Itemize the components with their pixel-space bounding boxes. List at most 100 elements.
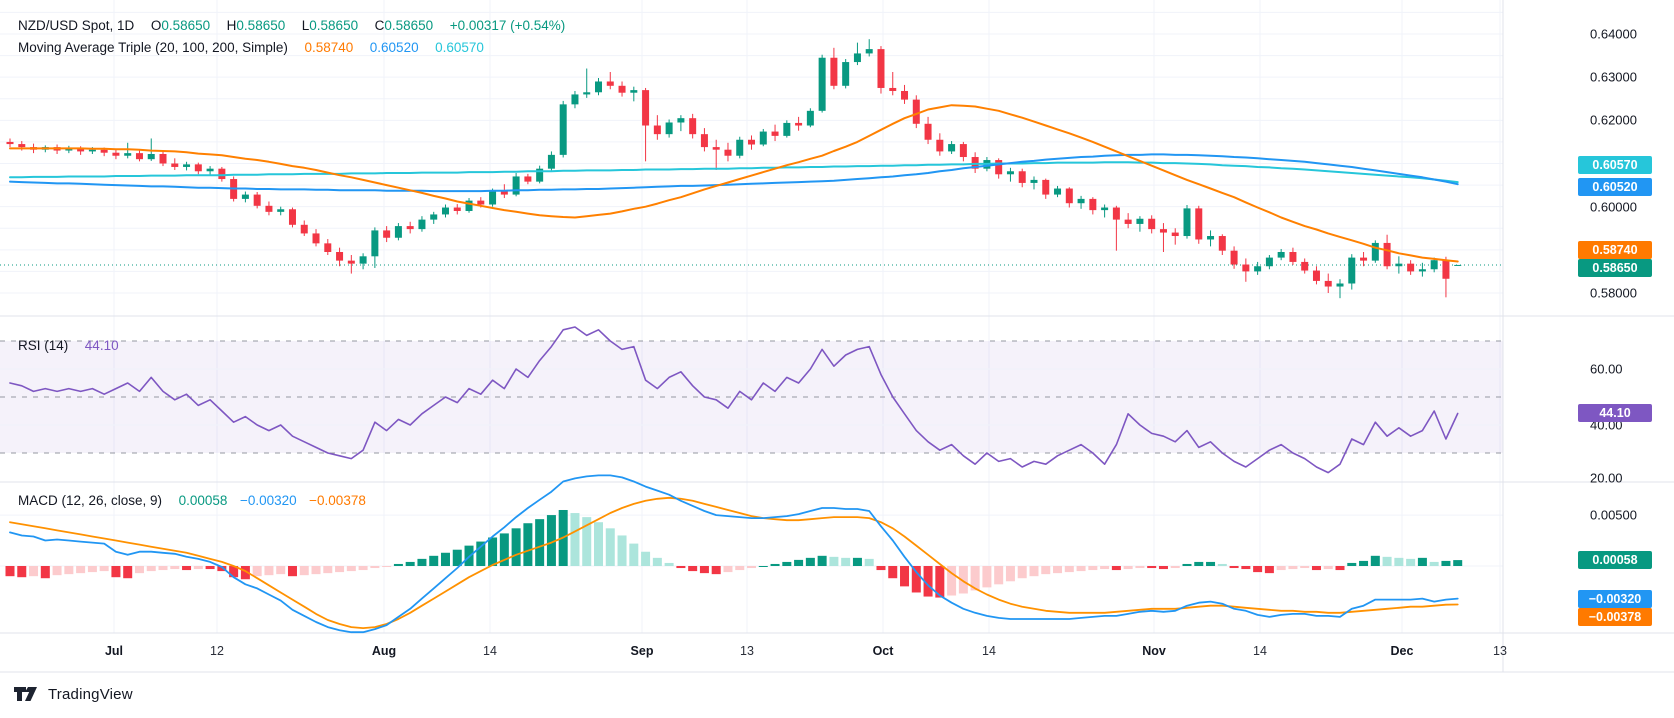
- candle-body: [406, 226, 414, 230]
- candle-body: [936, 139, 944, 152]
- candle-body: [1312, 270, 1320, 281]
- macd-histogram-bar: [40, 566, 50, 579]
- macd-histogram-bar: [393, 563, 403, 566]
- macd-histogram-bar: [287, 566, 297, 577]
- candle-body: [924, 123, 932, 140]
- macd-histogram-bar: [87, 566, 97, 573]
- macd-histogram-bar: [605, 528, 615, 566]
- ma200-price-badge: 0.60570: [1578, 156, 1652, 174]
- macd-histogram-bar: [1217, 563, 1227, 566]
- macd-histogram-bar: [64, 566, 74, 575]
- tradingview-attribution[interactable]: TradingView: [14, 686, 133, 703]
- candle-body: [218, 168, 226, 180]
- candle-body: [1336, 283, 1344, 287]
- candle-body: [759, 131, 767, 145]
- candle-body: [1042, 179, 1050, 195]
- candle-body: [453, 207, 461, 211]
- candle-body: [653, 125, 661, 135]
- macd-histogram-bar: [111, 566, 121, 578]
- macd-histogram-bar: [1264, 566, 1274, 574]
- candle-body: [124, 153, 132, 156]
- rsi-value: 44.10: [84, 338, 119, 353]
- macd-histogram-bar: [311, 566, 321, 575]
- candle-body: [1054, 188, 1062, 195]
- candle-body: [665, 122, 673, 135]
- macd-histogram-bar: [299, 566, 309, 576]
- tradingview-logo-text: TradingView: [48, 686, 133, 703]
- macd-histogram-bar: [1382, 556, 1392, 566]
- candle-body: [112, 152, 120, 156]
- candle-body: [465, 200, 473, 211]
- macd-histogram-bar: [758, 566, 768, 567]
- candle-body: [277, 209, 285, 212]
- macd-histogram-bar: [264, 566, 274, 576]
- candle-body: [324, 243, 332, 252]
- time-axis-month-label: Aug: [371, 644, 397, 658]
- candle-body: [359, 256, 367, 264]
- candle-body: [512, 176, 520, 195]
- candle-body: [500, 191, 508, 195]
- candle-body: [571, 94, 579, 105]
- macd-histogram-bar: [1170, 566, 1180, 569]
- ma100-price-badge: 0.60520: [1578, 178, 1652, 196]
- candle-body: [795, 122, 803, 126]
- macd-histogram-bar: [1076, 566, 1086, 572]
- macd-histogram-bar: [217, 566, 227, 572]
- macd-histogram-bar: [1335, 566, 1345, 571]
- low-value: 0.58650: [309, 18, 359, 33]
- time-axis-day-label: 14: [1253, 644, 1267, 658]
- macd-histogram-bar: [123, 566, 133, 579]
- ma20-price-badge: 0.58740: [1578, 241, 1652, 259]
- time-axis-month-label: Nov: [1142, 644, 1166, 658]
- macd-histogram-bar: [900, 566, 910, 587]
- candle-body: [1395, 263, 1403, 267]
- candle-body: [1254, 266, 1262, 272]
- candle-body: [642, 90, 650, 126]
- macd-histogram-bar: [794, 559, 804, 566]
- candle-body: [1265, 257, 1273, 267]
- high-label: H: [226, 18, 237, 33]
- candle-body: [806, 110, 814, 126]
- change-value: +0.00317 (+0.54%): [449, 18, 566, 33]
- macd-histogram-bar: [76, 566, 86, 574]
- candle-body: [618, 85, 626, 93]
- macd-line: [9, 474, 1459, 634]
- macd-histogram-bar: [440, 552, 450, 566]
- macd-histogram-bar: [1182, 563, 1192, 566]
- candle-body: [1348, 257, 1356, 284]
- macd-histogram-bar: [1064, 566, 1074, 573]
- macd-histogram-bar: [205, 566, 215, 570]
- candle-body: [183, 164, 191, 167]
- macd-legend[interactable]: MACD (12, 26, close, 9) 0.00058 −0.00320…: [18, 493, 366, 508]
- macd-histogram-bar: [1017, 566, 1027, 579]
- rsi-legend[interactable]: RSI (14) 44.10: [18, 338, 119, 353]
- macd-histogram-bar: [1429, 561, 1439, 566]
- symbol-legend[interactable]: NZD/USD Spot, 1D O0.58650 H0.58650 L0.58…: [18, 18, 565, 33]
- macd-histogram-bar: [735, 566, 745, 571]
- candle-body: [1371, 242, 1379, 261]
- macd-histogram-bar: [664, 562, 674, 566]
- macd-histogram-bar: [193, 566, 203, 570]
- macd-histogram-bar: [29, 566, 39, 577]
- macd-histogram-bar: [335, 566, 345, 573]
- rsi-label: RSI (14): [18, 338, 69, 353]
- ma-triple-legend[interactable]: Moving Average Triple (20, 100, 200, Sim…: [18, 40, 484, 55]
- candle-body: [394, 226, 402, 238]
- macd-histogram-bar: [1417, 557, 1427, 566]
- tradingview-logo-icon: [14, 687, 37, 701]
- candle-body: [265, 205, 273, 212]
- macd-histogram-bar: [582, 517, 592, 566]
- ma-legend-label: Moving Average Triple (20, 100, 200, Sim…: [18, 40, 288, 55]
- rsi-axis-label: 20.00: [1590, 470, 1623, 486]
- macd-histogram-bar: [488, 537, 498, 566]
- macd-signal-badge: −0.00378: [1578, 608, 1652, 626]
- candle-body: [300, 224, 308, 234]
- macd-histogram-bar: [911, 566, 921, 593]
- candle-body: [1418, 269, 1426, 272]
- ma20-value: 0.58740: [304, 40, 354, 55]
- rsi-value-badge: 44.10: [1578, 404, 1652, 422]
- macd-histogram-bar: [629, 543, 639, 566]
- macd-histogram-bar: [923, 566, 933, 597]
- macd-histogram-bar: [958, 566, 968, 594]
